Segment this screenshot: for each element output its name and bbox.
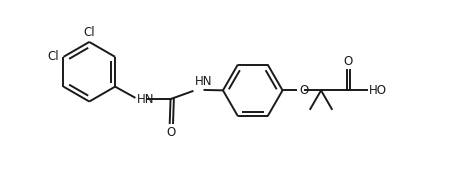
Text: HN: HN xyxy=(136,93,154,105)
Text: O: O xyxy=(298,84,308,97)
Text: HN: HN xyxy=(194,75,212,88)
Text: Cl: Cl xyxy=(48,50,59,63)
Text: O: O xyxy=(167,126,176,139)
Text: HO: HO xyxy=(368,84,386,97)
Text: O: O xyxy=(343,55,352,68)
Text: Cl: Cl xyxy=(83,26,95,39)
